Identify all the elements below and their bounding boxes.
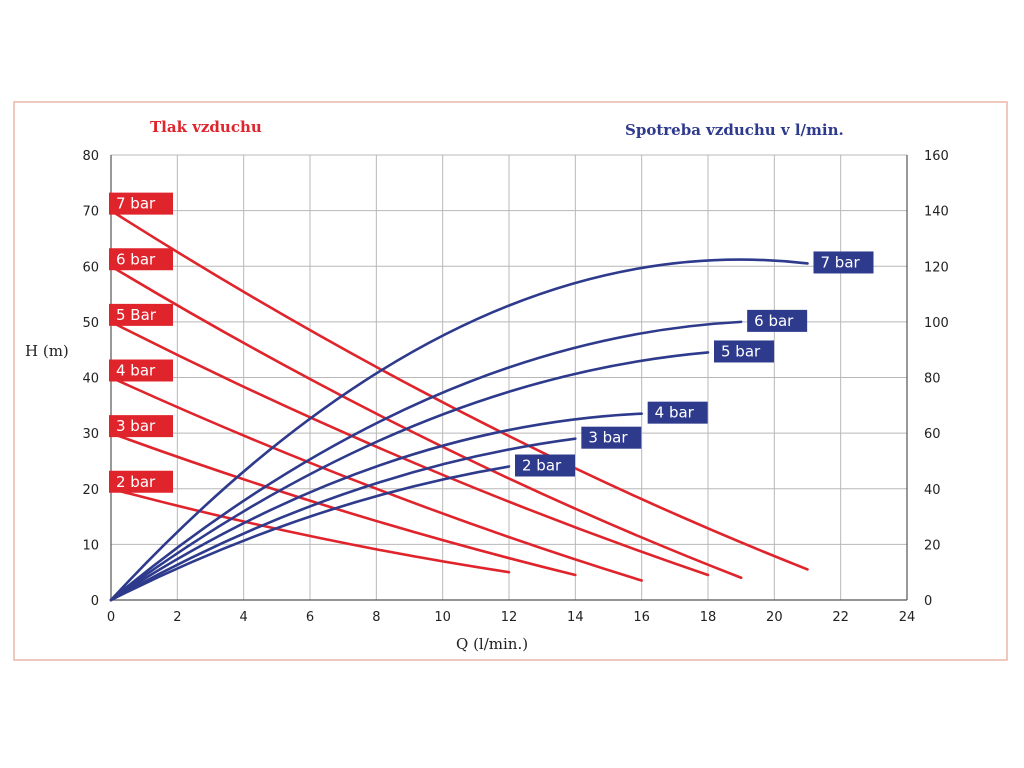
series-tag-label: 7 bar: [116, 195, 156, 213]
series-tag: 4 bar: [647, 401, 708, 424]
y-tick-label: 10: [82, 538, 99, 553]
series-tag-label: 7 bar: [821, 253, 861, 271]
x-tick-label: 18: [700, 610, 717, 625]
air-curve: [109, 320, 743, 602]
y-axis-label: H (m): [25, 342, 69, 360]
grid: [110, 154, 908, 601]
series-tag-box: [813, 251, 874, 274]
head-curve: [109, 264, 743, 580]
y2-tick-label: 160: [924, 149, 949, 164]
y2-tick-label: 20: [924, 538, 941, 553]
air-curve: [109, 351, 710, 602]
head-curve: [109, 376, 643, 582]
head-curve: [109, 320, 710, 577]
x-axis-label: Q (l/min.): [456, 635, 528, 653]
y-tick-label: 70: [82, 205, 99, 220]
series-tags: 2 bar 3 bar 4 bar 5 Bar 6 bar 7 bar 2 bar 3 bar…: [109, 192, 874, 493]
series-tag: 6 bar: [109, 248, 173, 271]
y2-tick-label: 140: [924, 205, 949, 220]
air-curve: [109, 465, 511, 602]
head-curve: [109, 209, 809, 571]
series-tag-box: [581, 426, 642, 449]
series-tag: 5 Bar: [109, 303, 173, 326]
x-tick-label: 0: [107, 610, 115, 625]
y-tick-label: 50: [82, 316, 99, 331]
series-tag-label: 5 Bar: [116, 306, 157, 324]
y2-tick-label: 40: [924, 483, 941, 498]
series-tag-label: 6 bar: [754, 312, 794, 330]
series-tag: 7 bar: [109, 192, 173, 215]
air-curve: [109, 437, 577, 602]
series-tag-label: 2 bar: [116, 473, 156, 491]
x-tick-label: 10: [434, 610, 451, 625]
y-tick-label: 20: [82, 483, 99, 498]
series-tag-label: 4 bar: [116, 362, 156, 380]
y-tick-label: 60: [82, 260, 99, 275]
x-tick-label: 8: [372, 610, 380, 625]
y-tick-label: 0: [91, 594, 99, 609]
y2-tick-label: 120: [924, 260, 949, 275]
series-tag: 3 bar: [109, 415, 173, 438]
y-tick-label: 30: [82, 427, 99, 442]
series-tag-box: [109, 192, 173, 215]
air-curve: [109, 412, 643, 602]
series-tag-box: [747, 309, 808, 332]
series-tag-box: [109, 359, 173, 382]
x-tick-label: 16: [633, 610, 650, 625]
head-curves: [109, 209, 809, 582]
tick-labels: 0 2 4 6 8 10 12 14 16 18 20 22 240102030405060708002…: [82, 149, 948, 625]
left-legend-title: Tlak vzduchu: [150, 118, 262, 136]
series-tag: 7 bar: [813, 251, 874, 274]
series-tag-label: 2 bar: [522, 457, 562, 475]
series-tag-box: [714, 340, 774, 363]
air-curve: [109, 258, 809, 602]
series-tag-box: [515, 454, 575, 477]
x-tick-label: 6: [306, 610, 314, 625]
series-tag: 6 bar: [747, 309, 808, 332]
y-tick-label: 40: [82, 372, 99, 387]
series-tag-box: [109, 248, 173, 271]
series-tag-box: [647, 401, 708, 424]
air-consumption-curves: [109, 258, 809, 602]
x-tick-label: 22: [832, 610, 849, 625]
x-tick-label: 24: [899, 610, 916, 625]
y2-tick-label: 0: [924, 594, 932, 609]
x-tick-label: 2: [173, 610, 181, 625]
x-tick-label: 12: [501, 610, 518, 625]
series-tag: 2 bar: [109, 470, 173, 493]
series-tag-box: [109, 470, 173, 493]
x-tick-label: 20: [766, 610, 783, 625]
x-tick-label: 14: [567, 610, 584, 625]
series-tag-label: 4 bar: [655, 404, 695, 422]
y-tick-label: 80: [82, 149, 99, 164]
series-tag-label: 3 bar: [588, 429, 628, 447]
series-tag: 2 bar: [515, 454, 575, 477]
y2-tick-label: 100: [924, 316, 949, 331]
series-tag-box: [109, 303, 173, 326]
series-tag-label: 3 bar: [116, 417, 156, 435]
series-tag-label: 6 bar: [116, 250, 156, 268]
series-tag-label: 5 bar: [721, 342, 761, 360]
series-tag: 4 bar: [109, 359, 173, 382]
series-tag-box: [109, 415, 173, 438]
head-curve: [109, 487, 511, 574]
right-legend-title: Spotreba vzduchu v l/min.: [625, 121, 844, 139]
y2-tick-label: 60: [924, 427, 941, 442]
series-tag: 3 bar: [581, 426, 642, 449]
head-curve: [109, 431, 577, 577]
series-tag: 5 bar: [714, 340, 774, 363]
y2-tick-label: 80: [924, 372, 941, 387]
x-tick-label: 4: [240, 610, 248, 625]
